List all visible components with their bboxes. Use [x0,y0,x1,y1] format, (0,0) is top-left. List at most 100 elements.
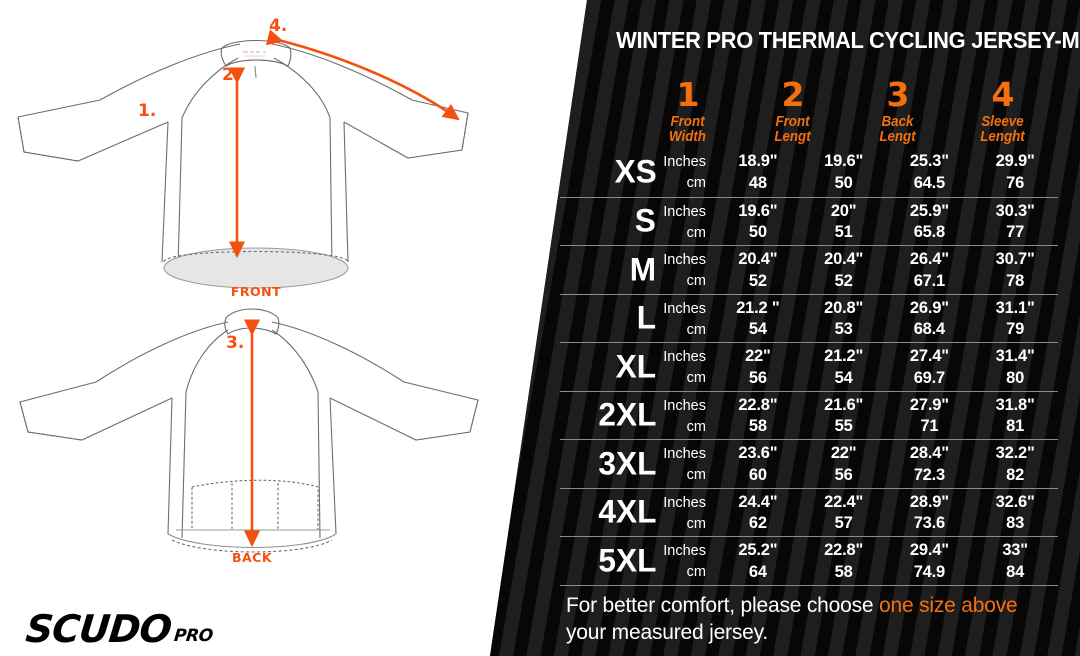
column-label-line1: Front [670,114,705,130]
measurement-cell: 54 [834,368,853,387]
measurement-cell: 33" [1002,541,1028,559]
values-row-inches: 18.9" 19.6" 25.3" 29.9" [715,151,1058,173]
measurement-cell: 30.7" [995,250,1035,268]
column-label-line1: Sleeve [981,114,1024,130]
column-label-line2: Lenght [980,128,1025,145]
measurement-cell: 29.9" [995,152,1035,170]
unit-labels: Inches cm [638,493,706,535]
measurement-cell: 26.9" [909,298,949,317]
unit-label: Inches [663,252,706,268]
measurement-cell: 52 [834,271,853,290]
measurement-cell: 78 [1006,271,1025,290]
values-row-cm: 64 58 74.9 84 [715,562,1058,584]
measurement-cell: 62 [748,514,767,532]
values-row-inches: 23.6" 22" 28.4" 32.2" [715,443,1058,465]
measurement-values: 22.8" 21.6" 27.9" 31.8" 58 55 71 81 [715,395,1058,438]
unit-label: Inches [663,349,706,365]
measurement-values: 24.4" 22.4" 28.9" 32.6" 62 57 73.6 83 [715,492,1058,535]
front-measure-arrows [228,29,460,259]
measurement-cell: 25.2" [738,541,778,559]
unit-labels: Inches cm [638,202,706,244]
table-row: XS Inches cm 18.9" 19.6" 25.3" 29.9" 48 50 64.5 76 [560,148,1058,197]
values-row-inches: 25.2" 22.8" 29.4" 33" [715,540,1058,562]
measurement-cell: 24.4" [738,492,778,511]
size-table: XS Inches cm 18.9" 19.6" 25.3" 29.9" 48 50 64.5 76… [560,148,1058,586]
column-number: 2 [781,75,805,114]
unit-label: cm [686,515,706,532]
values-row-cm: 60 56 72.3 82 [715,465,1058,487]
measurement-values: 18.9" 19.6" 25.3" 29.9" 48 50 64.5 76 [715,151,1058,194]
table-row: 3XL Inches cm 23.6" 22" 28.4" 32.2" 60 56 72.3 82 [560,439,1058,488]
measurement-cell: 56 [748,368,767,387]
measurement-cell: 21.6" [824,395,864,414]
measurement-cell: 18.9" [738,152,778,170]
size-label: L [636,299,657,337]
column-label-line2: Width [669,128,706,145]
values-row-inches: 19.6" 20" 25.9" 30.3" [715,201,1058,223]
measurement-cell: 81 [1006,417,1025,435]
measurement-cell: 20.8" [824,298,864,317]
table-row: 2XL Inches cm 22.8" 21.6" 27.9" 31.8" 58 55 71 81 [560,390,1058,440]
jersey-diagrams-svg: 2. 1. 4. FRONT [17,16,479,565]
column-header-1: 1 Front Width [635,78,740,144]
size-label: XS [614,153,657,191]
unit-labels: Inches cm [638,152,706,194]
column-label-line2: Lengt [774,128,811,145]
measurement-cell: 20" [830,201,857,220]
unit-labels: Inches cm [638,299,706,341]
unit-label: Inches [663,494,706,511]
measurement-cell: 50 [748,223,767,241]
unit-label: Inches [663,300,706,317]
measurement-cell: 22.4" [824,492,864,511]
measurement-cell: 68.4 [913,320,946,338]
column-label-line1: Back [881,114,914,130]
column-header-4: 4 Sleeve Lenght [950,78,1055,144]
measurement-cell: 79 [1006,320,1025,338]
unit-labels: Inches cm [638,444,706,486]
jersey-illustrations: 2. 1. 4. FRONT [17,16,479,565]
measurement-cell: 80 [1006,368,1025,387]
measurement-cell: 22" [830,444,857,462]
values-row-cm: 52 52 67.1 78 [715,271,1058,293]
measurement-cell: 27.9" [909,395,949,414]
column-label: Front Lengt [744,115,841,144]
measurement-cell: 21.2 " [736,298,780,317]
unit-label: Inches [663,154,706,170]
unit-label: cm [686,175,706,191]
measurement-cell: 25.3" [909,152,949,170]
size-label: 2XL [598,396,657,434]
column-label-line2: Lengt [879,128,916,145]
column-number: 4 [991,75,1015,114]
measurement-cell: 31.8" [995,395,1035,414]
table-row: S Inches cm 19.6" 20" 25.9" 30.3" 50 51 65.8 77 [560,196,1058,246]
unit-label: Inches [663,203,706,220]
unit-label: cm [686,224,706,241]
measurement-cell: 23.6" [738,444,778,462]
table-row: 4XL Inches cm 24.4" 22.4" 28.9" 32.6" 62 57 73.6 8… [560,487,1058,537]
values-row-inches: 21.2 " 20.8" 26.9" 31.1" [715,298,1058,320]
table-row: L Inches cm 21.2 " 20.8" 26.9" 31.1" 54 53 68.4 79 [560,293,1058,343]
footer-text-1: For better comfort, please choose [566,594,880,617]
measurement-cell: 77 [1006,223,1025,241]
measurement-cell: 32.6" [995,492,1035,511]
measurement-cell: 67.1 [913,271,946,290]
measurement-cell: 83 [1006,514,1025,532]
measurement-cell: 69.7 [913,368,946,387]
footer-text-2: your measured jersey. [566,621,768,644]
values-row-cm: 56 54 69.7 80 [715,368,1058,390]
unit-labels: Inches cm [638,396,706,438]
values-row-cm: 48 50 64.5 76 [715,173,1058,195]
column-number: 3 [886,75,910,114]
size-label: 3XL [598,444,657,482]
column-label: Sleeve Lenght [954,115,1051,144]
unit-labels: Inches cm [638,250,706,292]
column-header-2: 2 Front Lengt [740,78,845,144]
values-row-cm: 50 51 65.8 77 [715,222,1058,244]
values-row-inches: 22.8" 21.6" 27.9" 31.8" [715,395,1058,417]
measurement-cell: 22" [745,347,771,365]
measurement-cell: 31.1" [995,298,1035,317]
values-row-inches: 20.4" 20.4" 26.4" 30.7" [715,249,1058,271]
measurement-cell: 20.4" [738,250,778,268]
